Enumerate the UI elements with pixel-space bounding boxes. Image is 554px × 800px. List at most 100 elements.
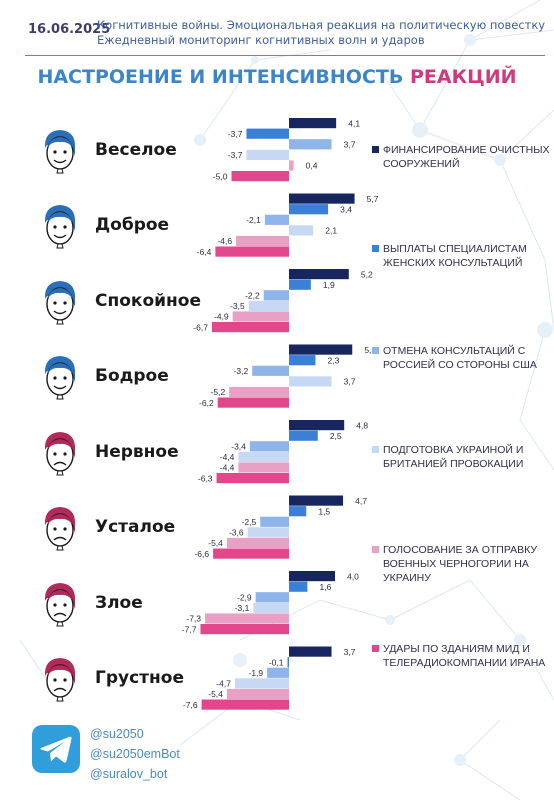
data-label: 2,5 xyxy=(330,431,342,441)
data-label: 5,5 xyxy=(364,345,376,355)
data-label: -4,7 xyxy=(216,679,231,689)
bar-3 xyxy=(267,667,289,678)
bar-5 xyxy=(236,235,289,247)
chart-title-part1: НАСТРОЕНИЕ И ИНТЕНСИВНОСТЬ xyxy=(37,66,404,88)
data-label: 3,4 xyxy=(340,204,352,214)
data-label: -5,4 xyxy=(208,538,223,548)
bar-5 xyxy=(238,462,289,473)
data-label: -7,6 xyxy=(183,700,198,710)
legend-swatch xyxy=(372,347,379,354)
mood-label: Бодрое xyxy=(95,366,169,387)
header-title: Когнитивные войны. Эмоциональная реакция… xyxy=(97,18,546,32)
data-label: 2,3 xyxy=(328,355,340,365)
data-label: 0,4 xyxy=(306,161,318,171)
data-label: -2,5 xyxy=(242,517,257,527)
data-label: -7,7 xyxy=(182,624,197,634)
data-label: -3,4 xyxy=(231,442,246,452)
data-label: -3,5 xyxy=(230,301,245,311)
handle-link[interactable]: @su2050 xyxy=(90,727,144,741)
data-label: -4,6 xyxy=(217,236,232,246)
bar-4 xyxy=(234,678,289,689)
bar-2 xyxy=(289,279,311,290)
bar-5 xyxy=(289,160,294,171)
data-label: -5,4 xyxy=(208,689,223,699)
bar-6 xyxy=(200,624,289,635)
bar-6 xyxy=(211,322,289,333)
bar-2 xyxy=(289,204,329,215)
data-label: 4,0 xyxy=(347,571,359,581)
bar-3 xyxy=(264,214,289,225)
bar-4 xyxy=(248,300,289,311)
bar-5 xyxy=(226,537,289,549)
data-label: -3,6 xyxy=(229,528,244,538)
data-label: -7,3 xyxy=(186,614,201,624)
bar-6 xyxy=(201,699,289,710)
handle-link[interactable]: @su2050emBot xyxy=(90,747,180,761)
bar-1 xyxy=(289,193,355,204)
bar-1 xyxy=(289,571,335,582)
data-label: -6,3 xyxy=(198,473,213,483)
face-icon xyxy=(44,356,76,400)
chart-title: НАСТРОЕНИЕ И ИНТЕНСИВНОСТЬ РЕАКЦИЙ xyxy=(0,66,554,88)
bar-3 xyxy=(289,139,332,150)
data-label: -1,9 xyxy=(248,668,263,678)
data-label: -2,1 xyxy=(246,215,261,225)
data-label: -6,4 xyxy=(197,247,212,257)
data-label: 2,1 xyxy=(325,226,337,236)
bar-3 xyxy=(252,365,289,376)
face-icon xyxy=(44,205,76,249)
data-label: -5,2 xyxy=(211,387,226,397)
chart-title-part2: РЕАКЦИЙ xyxy=(409,66,517,88)
data-label: -3,2 xyxy=(234,366,249,376)
data-label: -0,1 xyxy=(269,657,284,667)
bar-6 xyxy=(213,548,289,559)
mood-label: Спокойное xyxy=(95,290,201,311)
telegram-icon[interactable] xyxy=(32,725,80,773)
bar-1 xyxy=(289,646,332,657)
data-label: -6,6 xyxy=(194,549,209,559)
data-label: -4,9 xyxy=(214,312,229,322)
mood-label: Усталое xyxy=(95,517,176,538)
bar-1 xyxy=(289,420,345,431)
legend-swatch xyxy=(372,446,379,453)
face-icon xyxy=(44,507,76,551)
bar-4 xyxy=(289,225,314,236)
bar-3 xyxy=(260,516,289,527)
mood-label: Нервное xyxy=(95,441,179,462)
handle-link[interactable]: @suralov_bot xyxy=(90,767,168,781)
data-label: -2,2 xyxy=(245,291,260,301)
legend-label: Отмена консультаций с Россией со стороны… xyxy=(383,345,537,371)
face-icon xyxy=(44,431,76,476)
face-icon xyxy=(44,658,76,702)
bar-1 xyxy=(289,118,337,129)
social-handles: @su2050 @su2050emBot @suralov_bot xyxy=(90,724,180,784)
data-label: -3,1 xyxy=(235,603,250,613)
data-label: -6,7 xyxy=(193,322,208,332)
mood-label: Веселое xyxy=(95,139,177,160)
data-label: -3,7 xyxy=(228,129,243,139)
legend-label: Финансирование очистных сооружений xyxy=(383,144,550,170)
data-label: -4,4 xyxy=(220,452,235,462)
bar-4 xyxy=(238,451,289,462)
data-label: 4,1 xyxy=(348,118,360,128)
bar-1 xyxy=(289,495,344,506)
bar-1 xyxy=(289,269,349,280)
bar-2 xyxy=(246,128,289,139)
face-icon xyxy=(44,582,76,627)
data-label: 1,6 xyxy=(319,582,331,592)
mood-label: Доброе xyxy=(95,215,170,236)
bar-5 xyxy=(226,688,289,700)
data-label: 4,8 xyxy=(356,420,368,430)
bar-3 xyxy=(263,290,289,301)
bar-6 xyxy=(217,397,289,408)
bar-5 xyxy=(205,613,289,624)
bar-2 xyxy=(287,657,289,668)
data-label: -5,0 xyxy=(213,171,228,181)
legend-swatch xyxy=(372,645,379,652)
legend-label: Удары по зданиям МИД и телерадиокомпании… xyxy=(383,643,546,669)
data-label: 3,7 xyxy=(344,647,356,657)
legend-label: Выплаты специалистам женских консультаци… xyxy=(383,243,527,269)
legend-swatch xyxy=(372,546,379,553)
data-label: 1,9 xyxy=(323,280,335,290)
